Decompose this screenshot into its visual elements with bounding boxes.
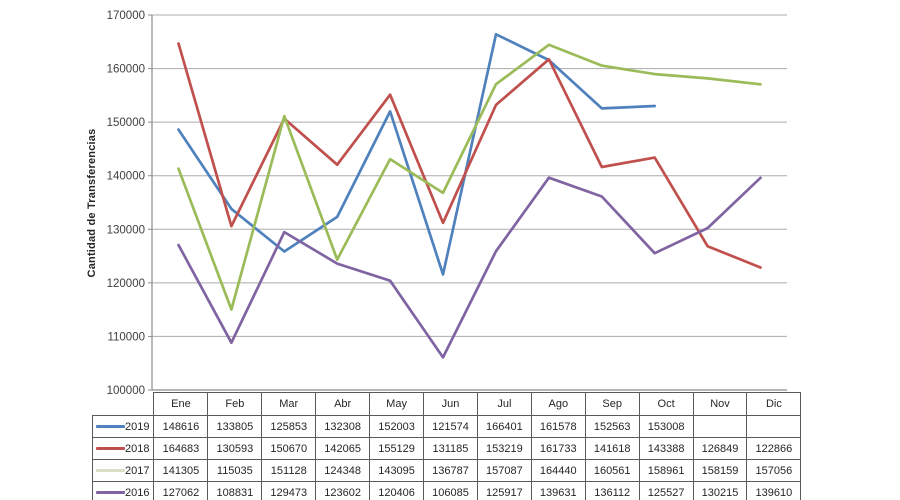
value-cell-2017-Jul: 157087	[476, 459, 532, 482]
value-cell-2017-Ago: 164440	[530, 459, 586, 482]
table-row-2017: 2017 141305 115035 151128 124348 143095 136787…	[91, 459, 802, 482]
value-cell-2016-Nov: 130215	[692, 481, 748, 500]
legend-year-label: 2018	[125, 442, 150, 455]
value-cell-2017-Mar: 151128	[261, 459, 317, 482]
month-header-cell-Sep: Sep	[584, 392, 640, 416]
chart-data-table: Ene Feb Mar Abr May Jun Jul Ago Sep Oct Nov Dic 2019…	[91, 392, 802, 500]
series-line-2017	[177, 43, 762, 311]
value-cell-2016-Oct: 125527	[638, 481, 694, 500]
legend-key-line-2018	[96, 447, 125, 450]
legend-key-line-2017	[96, 469, 125, 472]
month-header-cell-Nov: Nov	[692, 392, 748, 416]
legend-entry-2019: 2019	[94, 420, 153, 433]
legend-cell-2019: 2019	[91, 415, 155, 438]
value-cell-2018-May: 155129	[369, 437, 425, 460]
legend-key-line-2019	[96, 425, 125, 428]
value-cell-2019-Jun: 121574	[423, 415, 478, 438]
y-tick-label: 100000	[107, 385, 145, 397]
table-row-2019: 2019 148616 133805 125853 132308 152003 121574…	[91, 415, 802, 438]
value-cell-2017-Jun: 136787	[423, 459, 478, 482]
value-cell-2016-Ene: 127062	[153, 481, 209, 500]
y-tick-label: 110000	[107, 331, 145, 343]
value-cell-2019-Oct: 153008	[638, 415, 694, 438]
value-cell-2016-Dic: 139610	[746, 481, 802, 500]
table-corner-cell	[93, 393, 154, 416]
legend-cell-2018: 2018	[91, 437, 155, 460]
value-cell-2018-Ago: 161733	[530, 437, 586, 460]
value-cell-2017-Nov: 158159	[692, 459, 748, 482]
legend-entry-2016: 2016	[94, 486, 153, 499]
series-line-2019	[177, 32, 657, 276]
legend-cell-2016: 2016	[91, 481, 155, 500]
legend-entry-2018: 2018	[94, 442, 153, 455]
legend-year-label: 2017	[125, 464, 150, 477]
value-cell-2018-Mar: 150670	[261, 437, 317, 460]
y-tick-label: 150000	[107, 117, 145, 129]
month-header-cell-Mar: Mar	[261, 392, 317, 416]
value-cell-2017-Abr: 124348	[315, 459, 371, 482]
value-cell-2018-Nov: 126849	[692, 437, 748, 460]
y-tick-label: 120000	[107, 278, 145, 290]
value-cell-2016-Mar: 129473	[261, 481, 317, 500]
value-cell-2018-Dic: 122866	[746, 437, 802, 460]
value-cell-2019-Ene: 148616	[153, 415, 209, 438]
table-header-row: Ene Feb Mar Abr May Jun Jul Ago Sep Oct Nov Dic	[93, 392, 802, 416]
month-header-cell-Jul: Jul	[476, 392, 532, 416]
value-cell-2019-Ago: 161578	[530, 415, 586, 438]
legend-year-label: 2019	[125, 420, 150, 433]
value-cell-2018-Jul: 153219	[476, 437, 532, 460]
month-header-cell-Oct: Oct	[638, 392, 694, 416]
value-cell-2016-Sep: 136112	[584, 481, 640, 500]
series-line-2018	[177, 42, 762, 269]
legend-key-line-2016	[96, 491, 125, 494]
value-cell-2016-May: 120406	[369, 481, 425, 500]
y-tick-label: 170000	[107, 10, 145, 22]
value-cell-2017-Ene: 141305	[153, 459, 209, 482]
series-line-2016	[177, 176, 762, 359]
value-cell-2016-Jul: 125917	[476, 481, 532, 500]
value-cell-2017-Feb: 115035	[207, 459, 263, 482]
value-cell-2018-Oct: 143388	[638, 437, 694, 460]
value-cell-2017-Oct: 158961	[638, 459, 694, 482]
legend-year-label: 2016	[125, 486, 150, 499]
y-axis-title: Cantidad de Transferencias	[86, 128, 98, 278]
legend-cell-2017: 2017	[91, 459, 155, 482]
y-tick-label: 140000	[107, 171, 145, 183]
table-row-2018: 2018 164683 130593 150670 142065 155129 131185…	[91, 437, 802, 460]
value-cell-2017-Sep: 160561	[584, 459, 640, 482]
value-cell-2019-Abr: 132308	[315, 415, 371, 438]
value-cell-2017-May: 143095	[369, 459, 425, 482]
month-header-cell-Abr: Abr	[315, 392, 371, 416]
value-cell-2018-Ene: 164683	[153, 437, 209, 460]
table-row-2016: 2016 127062 108831 129473 123602 120406 106085…	[91, 481, 802, 500]
value-cell-2019-Mar: 125853	[261, 415, 317, 438]
y-tick-label: 160000	[107, 64, 145, 76]
value-cell-2018-Abr: 142065	[315, 437, 371, 460]
value-cell-2019-Jul: 166401	[476, 415, 532, 438]
value-cell-2016-Feb: 108831	[207, 481, 263, 500]
month-header-cell-Ago: Ago	[530, 392, 586, 416]
value-cell-2019-May: 152003	[369, 415, 425, 438]
value-cell-2019-Sep: 152563	[584, 415, 640, 438]
value-cell-2016-Jun: 106085	[423, 481, 478, 500]
value-cell-2016-Ago: 139631	[530, 481, 586, 500]
value-cell-2019-Dic	[746, 415, 802, 438]
value-cell-2017-Dic: 157056	[746, 459, 802, 482]
value-cell-2018-Sep: 141618	[584, 437, 640, 460]
value-cell-2018-Feb: 130593	[207, 437, 263, 460]
month-header-cell-Dic: Dic	[746, 392, 802, 416]
month-header-cell-Feb: Feb	[207, 392, 263, 416]
month-header-cell-Jun: Jun	[423, 392, 478, 416]
y-tick-label: 130000	[107, 224, 145, 236]
value-cell-2016-Abr: 123602	[315, 481, 371, 500]
month-header-cell-May: May	[369, 392, 425, 416]
value-cell-2019-Feb: 133805	[207, 415, 263, 438]
legend-entry-2017: 2017	[94, 464, 153, 477]
value-cell-2018-Jun: 131185	[423, 437, 478, 460]
value-cell-2019-Nov	[692, 415, 748, 438]
month-header-cell-Ene: Ene	[153, 392, 209, 416]
